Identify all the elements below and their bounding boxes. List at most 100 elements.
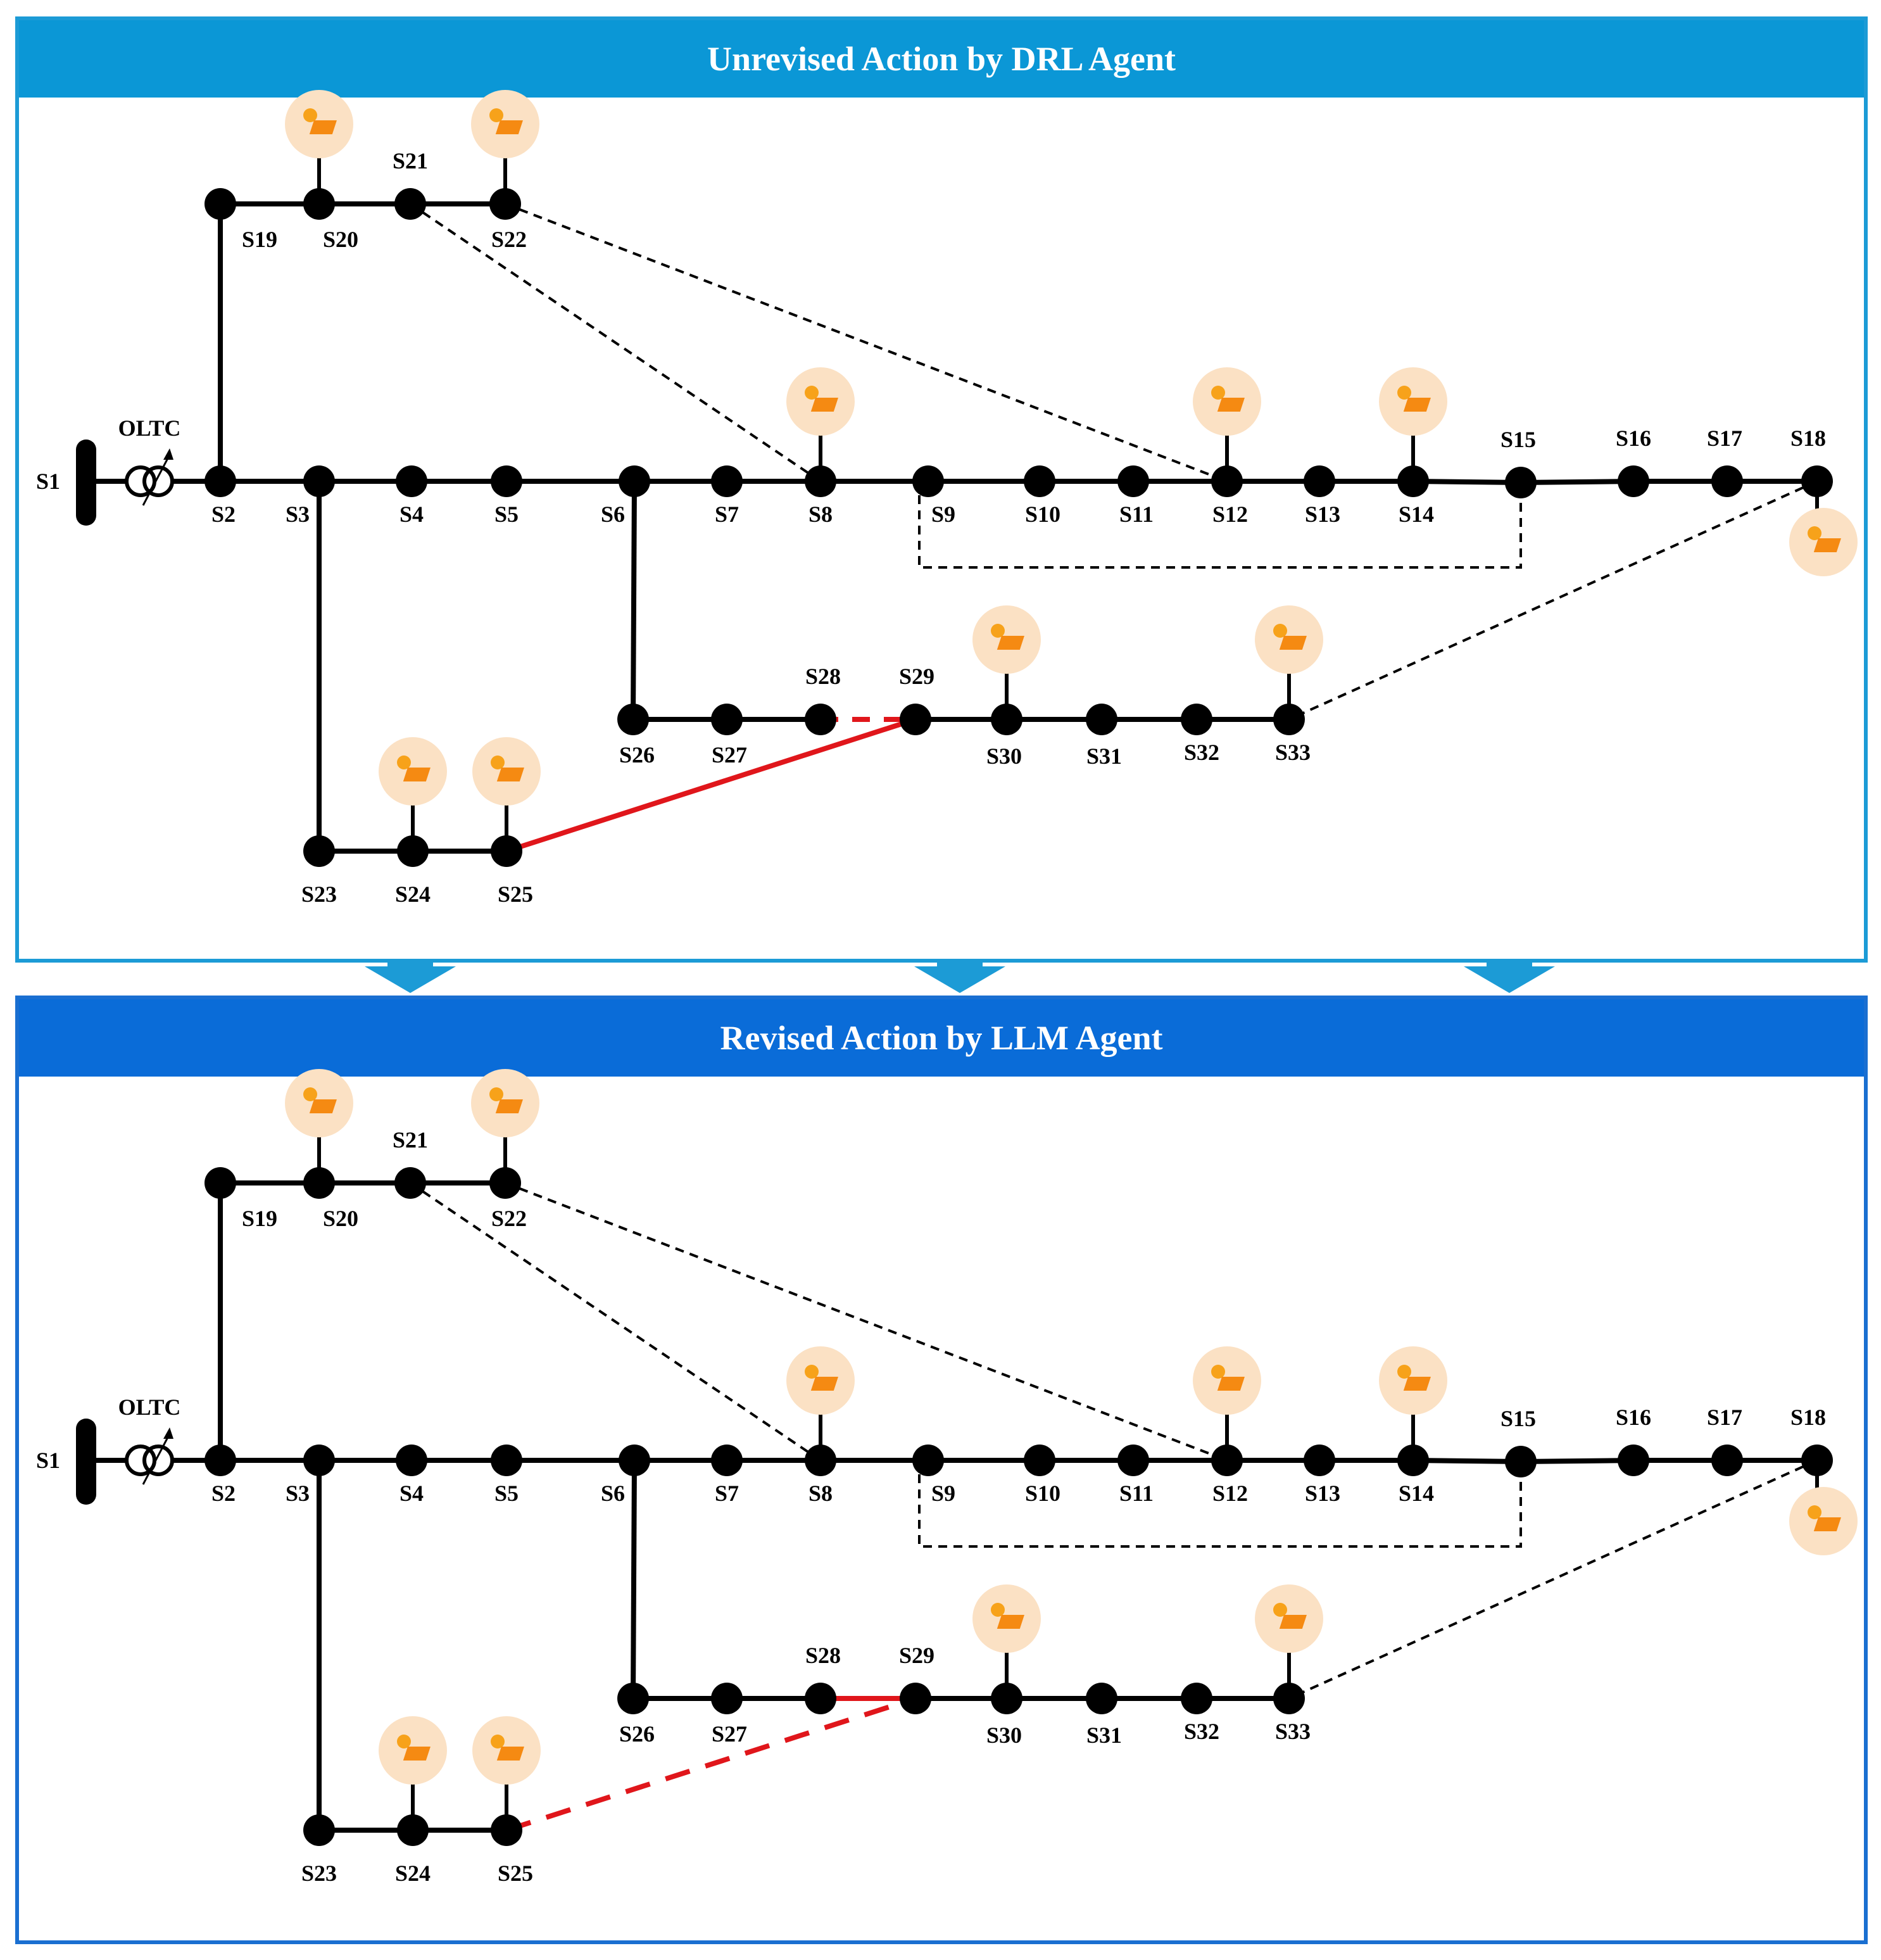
bus-node (204, 188, 236, 220)
bus-label: S30 (986, 743, 1022, 769)
bus-node (396, 465, 427, 497)
bus-label: S10 (1025, 1481, 1060, 1506)
bus-label: S33 (1275, 740, 1311, 765)
switch-line-s25-s29 (505, 1696, 917, 1833)
transformer-icon (125, 465, 156, 497)
bus-node (489, 1167, 521, 1199)
sun-icon (397, 756, 411, 769)
bus-node (1273, 704, 1305, 735)
bus-label: S8 (808, 1481, 833, 1506)
bus-label: S19 (242, 1206, 277, 1231)
bus-node (1801, 1445, 1833, 1476)
oltc-label: OLTC (118, 1394, 181, 1420)
panel-icon (495, 120, 523, 134)
bus-label: S3 (286, 502, 310, 527)
line-S14-S15 (1412, 479, 1521, 485)
panel-icon (1403, 398, 1431, 412)
bus-label: S29 (899, 664, 934, 689)
line-S15-S16 (1520, 1458, 1634, 1464)
tie-line (918, 495, 1522, 569)
solar-pv-icon (1255, 605, 1323, 674)
bus-label: S15 (1500, 1406, 1536, 1431)
tap-arrow-icon (142, 1433, 171, 1485)
bus-node (1024, 465, 1055, 497)
bus-label: S5 (494, 502, 519, 527)
sun-icon (303, 1087, 317, 1101)
tie-line (1288, 1459, 1818, 1700)
tap-arrow-icon (163, 448, 173, 460)
bus-label: S28 (805, 664, 841, 689)
bus-node (991, 1683, 1022, 1714)
bus-label: S22 (491, 227, 527, 252)
solar-pv-icon (1193, 367, 1261, 436)
bus-label: S32 (1184, 1719, 1219, 1744)
sun-icon (991, 1603, 1005, 1617)
sun-icon (1273, 624, 1287, 638)
bus-node (900, 1683, 931, 1714)
solar-pv-icon (1379, 367, 1447, 436)
sun-icon (491, 1735, 505, 1748)
bus-label: S2 (211, 1481, 236, 1506)
bus-label: S17 (1707, 426, 1742, 451)
bus-node (303, 1445, 335, 1476)
solar-pv-icon (1379, 1346, 1447, 1415)
bus-label: S6 (601, 1481, 625, 1506)
bus-label: S1 (36, 469, 60, 494)
bus-label: S4 (399, 1481, 424, 1506)
bus-node (397, 1814, 429, 1846)
bus-node (1211, 465, 1243, 497)
tie-line (409, 203, 822, 483)
tie-line (409, 1182, 822, 1462)
solar-pv-icon (1789, 1487, 1858, 1555)
tap-arrow-icon (142, 454, 171, 506)
bus-label: S14 (1399, 1481, 1434, 1506)
sun-icon (1211, 1365, 1225, 1379)
bus-node (1397, 1445, 1429, 1476)
bus-node (303, 835, 335, 867)
solar-pv-icon (972, 1584, 1041, 1653)
bus-node (489, 188, 521, 220)
bus-node (805, 704, 836, 735)
sun-icon (397, 1735, 411, 1748)
bus-label: S18 (1790, 1405, 1826, 1430)
bus-node (396, 1445, 427, 1476)
bus-node (912, 465, 944, 497)
down-arrow-icon (365, 959, 456, 993)
bus-label: S4 (399, 502, 424, 527)
bus-node (1618, 1445, 1649, 1476)
bus-label: S27 (712, 742, 747, 768)
bus-label: S31 (1086, 1723, 1122, 1748)
bus-node (303, 188, 335, 220)
sun-icon (1397, 1365, 1411, 1379)
bus-node (394, 188, 426, 220)
line-S14-S15 (1412, 1458, 1521, 1464)
bus-label: S13 (1305, 1481, 1340, 1506)
bus-label: S12 (1212, 1481, 1248, 1506)
bus-node (1117, 1445, 1149, 1476)
bus-node (1273, 1683, 1305, 1714)
transformer-icon (142, 465, 174, 497)
bus-node (1211, 1445, 1243, 1476)
bus-label: S2 (211, 502, 236, 527)
bus-label: S14 (1399, 502, 1434, 527)
solar-pv-icon (786, 367, 855, 436)
bus-label: S23 (301, 1861, 337, 1886)
bus-label: S13 (1305, 502, 1340, 527)
bus-label: S7 (715, 502, 739, 527)
solar-pv-icon (285, 1069, 353, 1137)
panel-icon (1279, 636, 1307, 650)
bus-label: S9 (931, 502, 955, 527)
bus-node (1024, 1445, 1055, 1476)
solar-pv-icon (379, 737, 447, 806)
panel-icon (1813, 1517, 1841, 1531)
bus-node (397, 835, 429, 867)
down-arrow-icon (1464, 959, 1555, 993)
bus-label: S20 (323, 1206, 358, 1231)
solar-pv-icon (1193, 1346, 1261, 1415)
bus-label: S26 (619, 1721, 655, 1747)
sun-icon (1397, 386, 1411, 400)
sun-icon (489, 1087, 503, 1101)
sun-icon (991, 624, 1005, 638)
panel-icon (496, 768, 524, 781)
panel-icon (810, 1377, 838, 1391)
